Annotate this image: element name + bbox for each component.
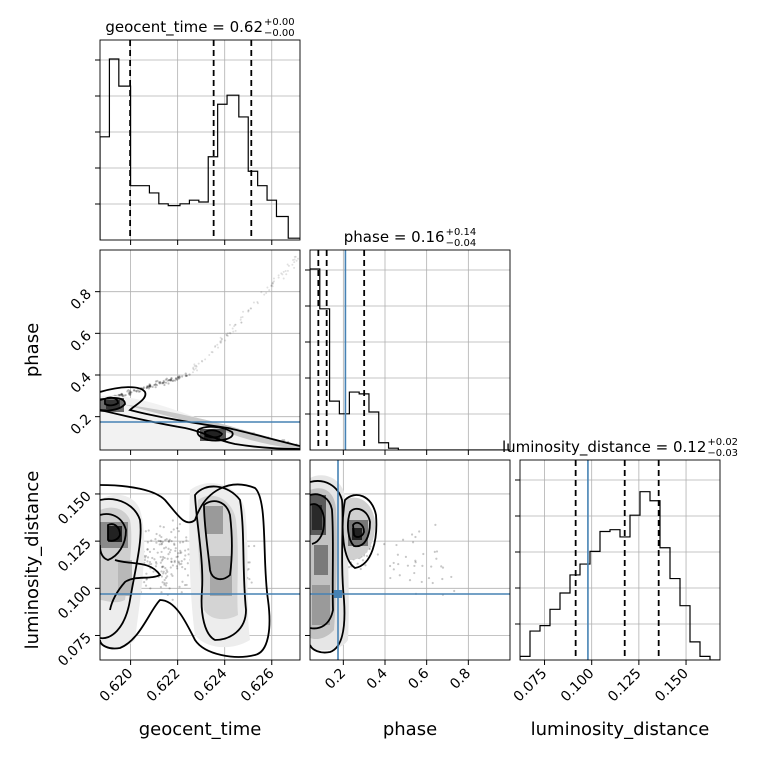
title-minus: −0.03: [707, 448, 738, 459]
panel-frame-f: [519, 459, 721, 661]
title-minus: −0.04: [446, 238, 477, 249]
histogram-luminosity-distance: [520, 460, 720, 660]
x-tick-label: 0.125: [605, 666, 645, 706]
x-axis-label-phase: phase: [383, 719, 437, 740]
title-plus: +0.00: [264, 17, 295, 28]
contours-b: [100, 386, 300, 450]
y-tick-label: 0.100: [55, 583, 95, 623]
x-tick-label: 0.150: [652, 666, 692, 706]
x-tick-label: 0.624: [191, 665, 231, 705]
x-tick-label: 0.075: [511, 666, 551, 706]
histogram-steps: [310, 268, 510, 450]
panel-phase-vs-geocent-time: [100, 255, 300, 450]
x-axis-label-luminosity-distance: luminosity_distance: [531, 719, 710, 740]
y-axis-label-phase: phase: [22, 323, 43, 377]
x-tick-label: 0.4: [364, 665, 391, 692]
panel-frame-a: [99, 39, 301, 241]
panel-title-luminosity-distance: luminosity_distance = 0.12 +0.02−0.03: [502, 437, 738, 459]
panel-frame-e: [309, 459, 511, 661]
title-minus: −0.00: [264, 28, 295, 39]
y-tick-label: 0.150: [55, 488, 95, 528]
title-main: luminosity_distance = 0.12: [502, 438, 706, 457]
panel-luminosity-vs-geocent-time: [100, 482, 300, 658]
title-main: phase = 0.16: [344, 228, 445, 246]
x-axis-label-geocent-time: geocent_time: [139, 719, 262, 740]
contours-d: [100, 483, 271, 658]
y-tick-label: 0.075: [55, 630, 95, 670]
x-tick-label: 0.6: [405, 665, 432, 692]
panel-luminosity-vs-phase: [310, 460, 510, 660]
y-tick-label: 0.2: [68, 411, 95, 438]
y-tick-label: 0.125: [55, 536, 95, 576]
x-tick-label: 0.622: [144, 666, 184, 706]
y-tick-label: 0.4: [68, 369, 95, 396]
histogram-geocent-time: [100, 40, 300, 240]
y-tick-label: 0.8: [68, 286, 95, 313]
panel-frame-b: [99, 249, 301, 451]
histogram-phase: [310, 250, 510, 450]
x-tick-label: 0.620: [97, 666, 137, 706]
y-tick-label: 0.6: [68, 328, 95, 355]
panel-frame-d: [99, 459, 301, 661]
panel-frame-c: [309, 249, 511, 451]
y-axis-label-luminosity-distance: luminosity_distance: [22, 471, 43, 650]
x-tick-label: 0.8: [447, 666, 474, 693]
title-plus: +0.14: [446, 227, 477, 238]
x-tick-label: 0.2: [322, 666, 349, 693]
panel-title-geocent-time: geocent_time = 0.62 +0.00−0.00: [105, 17, 294, 39]
truth-marker-e: [334, 590, 342, 598]
histogram-steps: [520, 491, 720, 660]
title-main: geocent_time = 0.62: [105, 18, 263, 37]
x-tick-label: 0.626: [238, 665, 278, 705]
panel-title-phase: phase = 0.16 +0.14−0.04: [344, 227, 476, 249]
x-tick-label: 0.100: [558, 666, 598, 706]
title-plus: +0.02: [707, 437, 738, 448]
density-b: [100, 395, 300, 450]
